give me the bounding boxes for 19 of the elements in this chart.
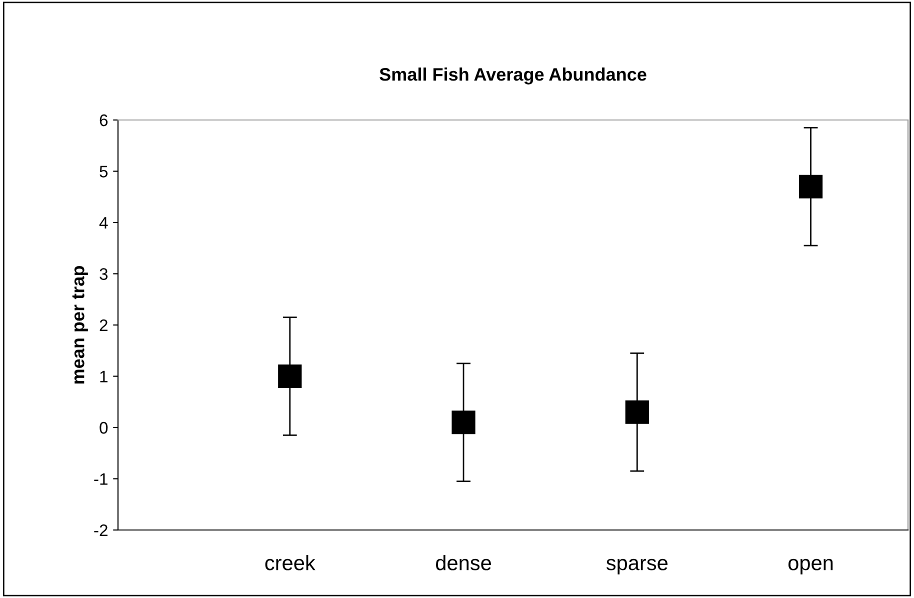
y-tick-label: -2 xyxy=(94,524,108,536)
y-tick-label: 6 xyxy=(100,114,108,126)
y-tick-label: 1 xyxy=(100,370,108,382)
y-tick-label: 5 xyxy=(100,166,108,178)
x-tick-label: creek xyxy=(265,555,316,570)
point xyxy=(278,364,302,388)
x-tick-label: dense xyxy=(436,555,491,570)
x-tick-label: open xyxy=(788,558,833,574)
y-tick-label: 4 xyxy=(99,217,108,229)
y-tick-label: -1 xyxy=(94,473,108,485)
x-tick-label: sparse xyxy=(606,558,668,574)
y-tick-label: 3 xyxy=(100,268,108,280)
y-axis-title: mean per trap xyxy=(72,266,88,384)
point xyxy=(625,400,649,424)
point xyxy=(452,410,476,434)
point xyxy=(798,174,823,198)
y-tick-label: 2 xyxy=(100,319,108,332)
y-tick-label: 0 xyxy=(100,422,108,434)
chart-title: Small Fish Average Abundance xyxy=(380,68,646,84)
